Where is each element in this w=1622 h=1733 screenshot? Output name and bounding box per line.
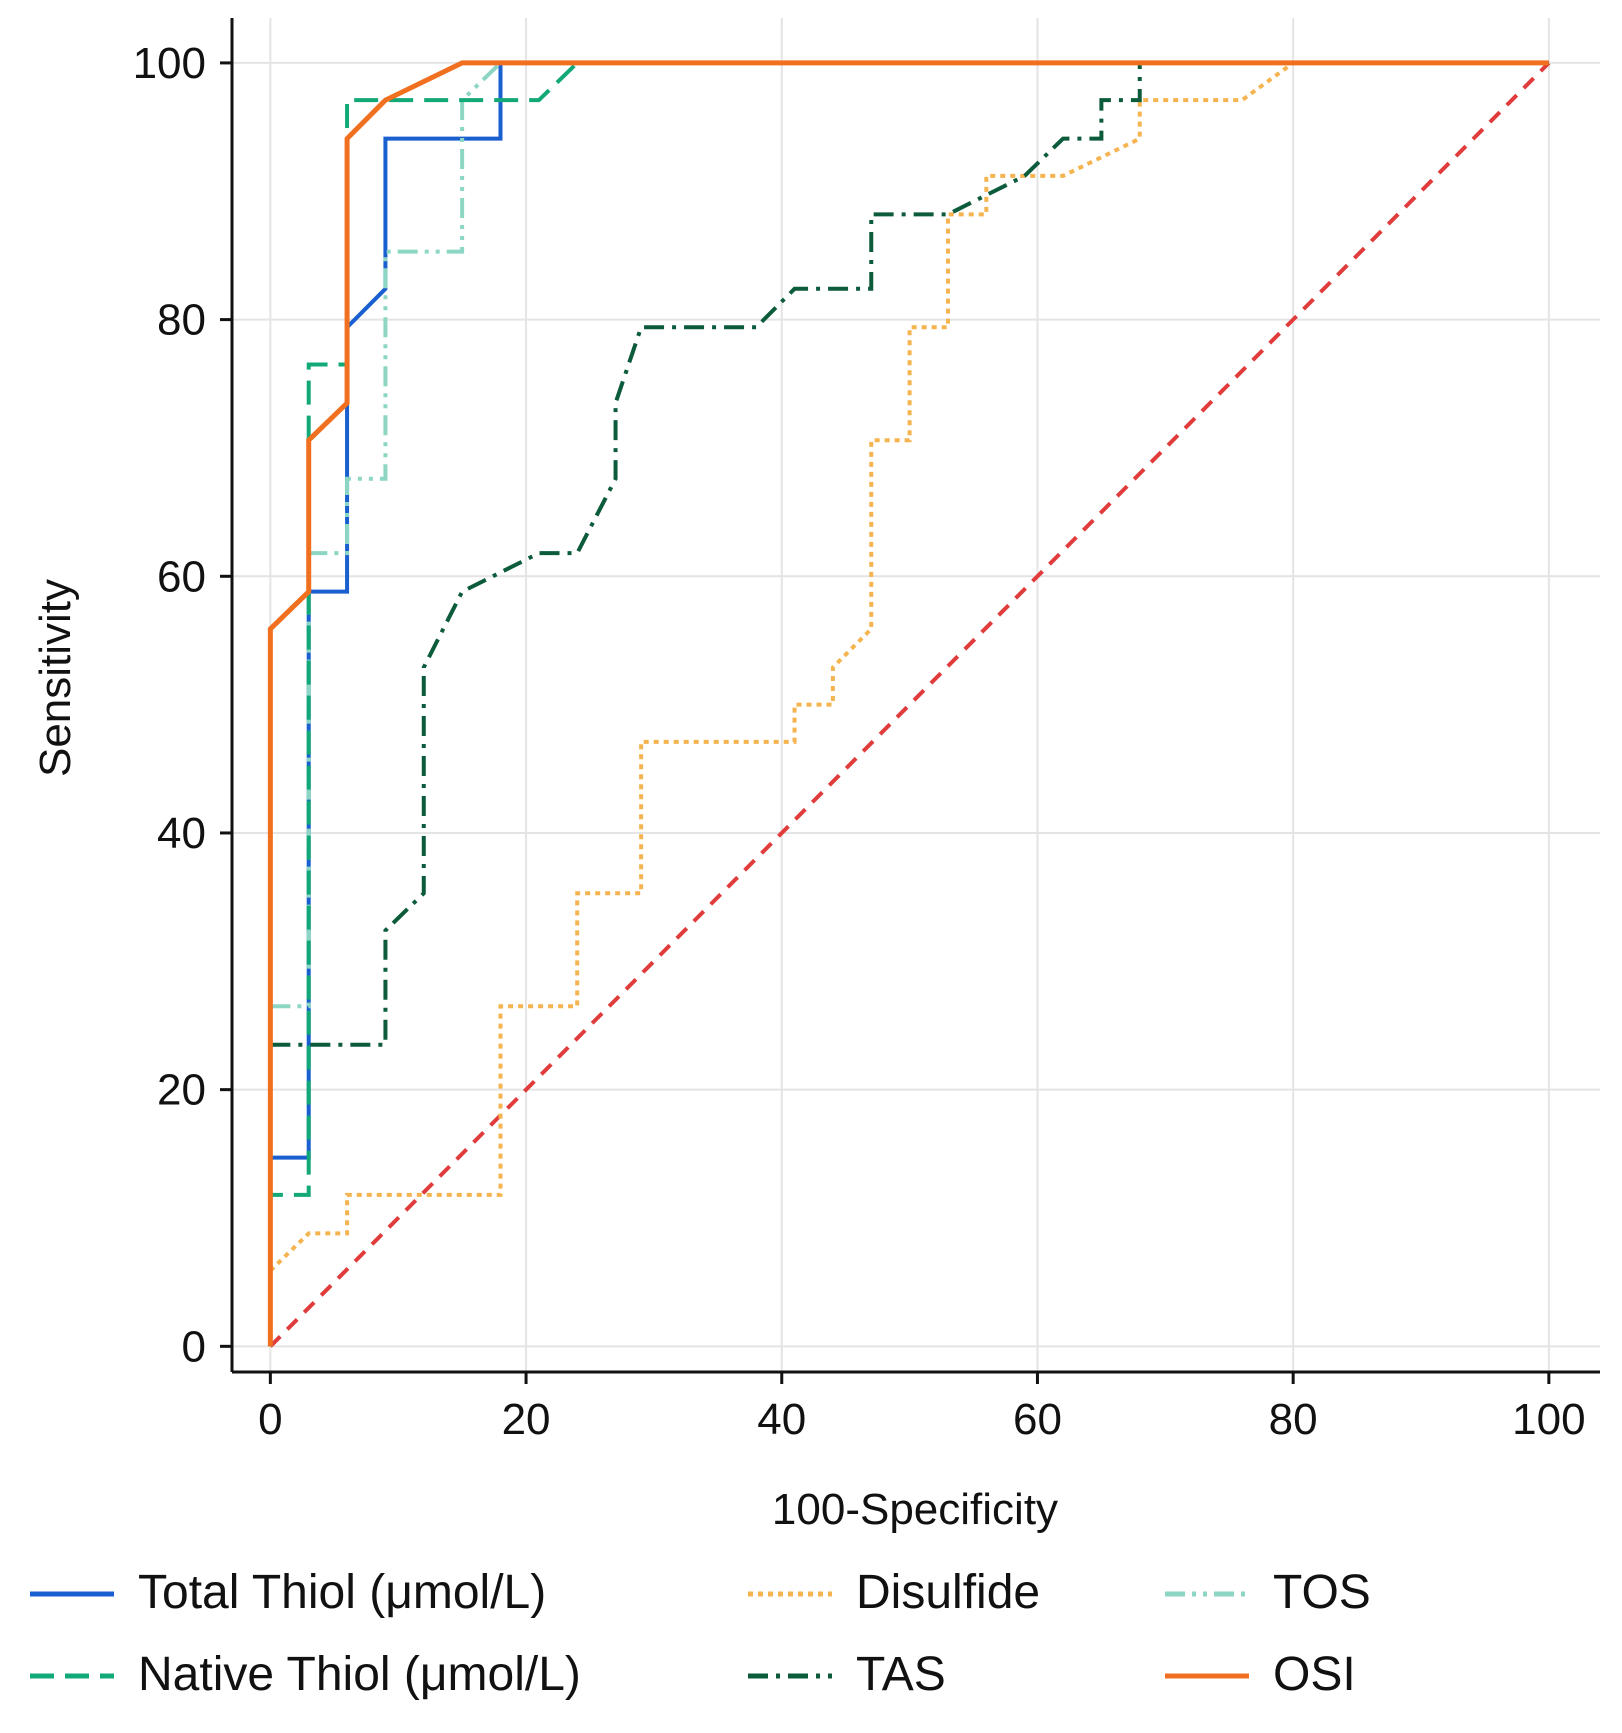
reference-diagonal-line <box>268 61 1551 1348</box>
series-line-tos <box>270 60 1549 1009</box>
legend-item: OSI <box>1165 1648 1356 1701</box>
x-tick-label: 80 <box>1269 1395 1318 1444</box>
legend-item: TAS <box>748 1648 946 1701</box>
x-axis-label: 100-Specificity <box>772 1485 1058 1534</box>
legend-item: Total Thiol (μmol/L) <box>30 1566 546 1619</box>
series-line-disulfide <box>268 60 1549 1273</box>
axes <box>230 18 1600 1374</box>
legend-item: TOS <box>1165 1566 1371 1619</box>
x-tick-label: 100 <box>1512 1395 1585 1444</box>
grid <box>232 18 1600 1372</box>
legend-label: TAS <box>856 1648 946 1701</box>
series-line-tas <box>270 60 1549 1047</box>
legend-label: Total Thiol (μmol/L) <box>138 1566 546 1619</box>
legend-item: Native Thiol (μmol/L) <box>30 1648 581 1701</box>
series-lines <box>267 60 1551 1348</box>
legend-label: Disulfide <box>856 1566 1040 1619</box>
ticks: 0 20 40 60 80 100 0 20 40 60 80 100 <box>133 39 1586 1444</box>
y-tick-label: 40 <box>157 809 206 858</box>
y-tick-label: 20 <box>157 1066 206 1115</box>
y-tick-label: 60 <box>157 552 206 601</box>
legend-label: OSI <box>1273 1648 1356 1701</box>
legend: Total Thiol (μmol/L) Disulfide TOS Native T… <box>30 1566 1371 1701</box>
y-tick-label: 100 <box>133 39 206 88</box>
y-tick-label: 80 <box>157 296 206 345</box>
x-tick-label: 20 <box>502 1395 551 1444</box>
y-axis-label: Sensitivity <box>31 579 80 777</box>
series-line-osi <box>267 60 1549 1347</box>
x-tick-label: 40 <box>757 1395 806 1444</box>
legend-label: Native Thiol (μmol/L) <box>138 1648 581 1701</box>
x-tick-label: 0 <box>258 1395 282 1444</box>
legend-item: Disulfide <box>748 1566 1040 1619</box>
legend-label: TOS <box>1273 1566 1371 1619</box>
y-tick-label: 0 <box>182 1322 206 1371</box>
x-tick-label: 60 <box>1013 1395 1062 1444</box>
